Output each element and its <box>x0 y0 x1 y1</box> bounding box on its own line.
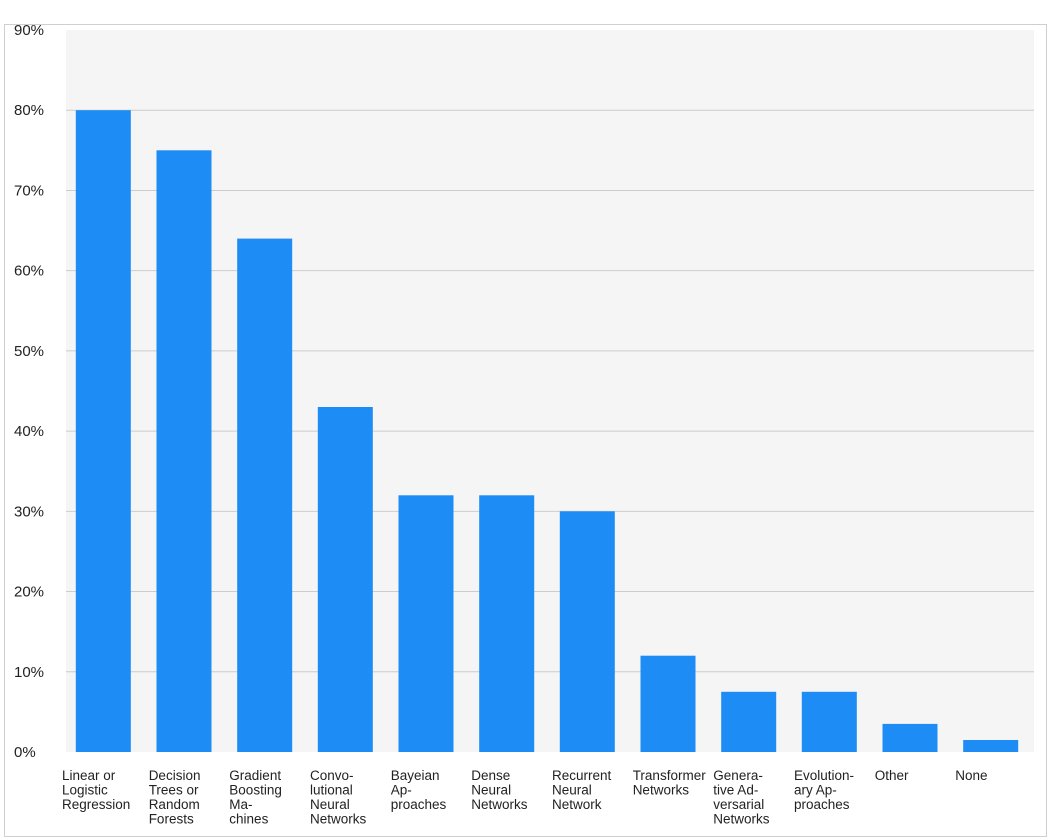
x-tick-label-line: proaches <box>794 797 850 812</box>
bar <box>317 407 373 752</box>
y-tick-label: 80% <box>14 102 44 119</box>
y-tick-label: 60% <box>14 263 44 280</box>
x-tick-label-line: Bayeian <box>391 768 440 783</box>
x-tick-label-line: versarial <box>713 797 764 812</box>
x-tick-label-line: Ap- <box>391 783 412 798</box>
x-tick-label: Recurrent Neural Network <box>552 768 612 812</box>
bar <box>237 238 293 753</box>
bar <box>882 723 938 752</box>
x-tick-label: Convo-lutional Neural Networks <box>310 768 367 827</box>
y-tick-label: 20% <box>14 584 44 601</box>
x-tick-label-line: Other <box>875 768 909 783</box>
y-tick-label: 90% <box>14 22 44 39</box>
x-tick-label: Linear or Logistic Regression <box>62 768 130 812</box>
x-tick-label-line: Regression <box>62 797 130 812</box>
x-tick-label: Other <box>875 768 909 783</box>
bar <box>721 691 777 752</box>
bar <box>963 740 1019 752</box>
x-tick-label-line: Boosting <box>229 783 282 798</box>
x-tick-label-line: Networks <box>713 812 770 827</box>
y-tick-label: 70% <box>14 182 44 199</box>
x-tick-label-line: Random <box>149 797 200 812</box>
x-tick-label-line: Networks <box>633 783 690 798</box>
x-tick-label-line: Transformer <box>633 768 707 783</box>
x-tick-label-line: Neural <box>310 797 350 812</box>
x-tick-label: None <box>955 768 987 783</box>
x-tick-label-line: ary Ap- <box>794 783 837 798</box>
x-tick-label-line: Networks <box>310 812 367 827</box>
bar <box>156 150 212 753</box>
x-tick-label: Transformer Networks <box>633 768 707 798</box>
plot-area <box>66 30 1034 752</box>
x-tick-label-line: Networks <box>471 797 528 812</box>
x-tick-label-line: tive Ad- <box>713 783 758 798</box>
y-tick-label: 40% <box>14 423 44 440</box>
bar <box>398 495 454 752</box>
x-tick-label-line: Decision <box>149 768 201 783</box>
x-tick-label: Gradient Boosting Ma-chines <box>229 768 282 827</box>
x-tick-label-line: Convo- <box>310 768 354 783</box>
x-tick-label-line: chines <box>229 812 268 827</box>
bar <box>75 110 131 752</box>
y-tick-label: 0% <box>14 744 36 761</box>
x-tick-label: Genera-tive Ad-versarial Networks <box>713 768 770 827</box>
x-tick-label-line: Recurrent <box>552 768 612 783</box>
x-tick-label-line: Forests <box>149 812 194 827</box>
bar <box>559 511 615 752</box>
x-tick-label: Decision Trees or Random Forests <box>149 768 201 827</box>
bar <box>640 655 696 752</box>
y-tick-label: 30% <box>14 503 44 520</box>
y-tick-label: 10% <box>14 664 44 681</box>
x-tick-label-line: proaches <box>391 797 447 812</box>
bar <box>479 495 535 752</box>
x-tick-label-line: Genera- <box>713 768 763 783</box>
x-tick-label-line: Dense <box>471 768 510 783</box>
x-tick-label-line: None <box>955 768 987 783</box>
x-tick-label-line: Ma- <box>229 797 252 812</box>
x-tick-label-line: Trees or <box>149 783 199 798</box>
x-tick-label: Evolution-ary Ap-proaches <box>794 768 854 812</box>
x-tick-label-line: Neural <box>552 783 592 798</box>
x-tick-label: Dense Neural Networks <box>471 768 528 812</box>
x-tick-label-line: lutional <box>310 783 353 798</box>
x-tick-label: Bayeian Ap-proaches <box>391 768 447 812</box>
x-tick-label-line: Evolution- <box>794 768 854 783</box>
y-tick-label: 50% <box>14 343 44 360</box>
x-tick-label-line: Linear or <box>62 768 116 783</box>
x-tick-label-line: Gradient <box>229 768 281 783</box>
x-tick-label-line: Logistic <box>62 783 108 798</box>
bar <box>801 691 857 752</box>
x-tick-label-line: Neural <box>471 783 511 798</box>
x-tick-label-line: Network <box>552 797 602 812</box>
